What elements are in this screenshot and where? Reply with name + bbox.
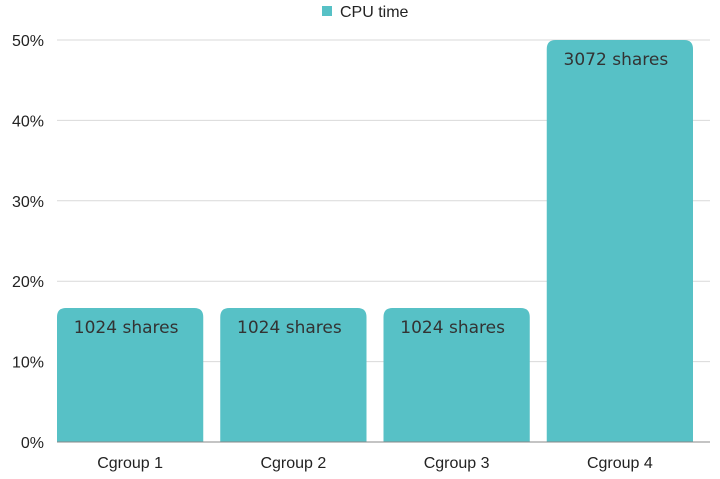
x-tick-label: Cgroup 4 xyxy=(587,455,653,472)
y-tick-label: 50% xyxy=(12,33,44,50)
x-tick-label: Cgroup 3 xyxy=(424,455,490,472)
bar xyxy=(546,40,693,442)
y-tick-label: 40% xyxy=(12,113,44,130)
y-tick-label: 10% xyxy=(12,355,44,372)
legend: CPU time xyxy=(322,4,409,21)
bar xyxy=(220,307,367,442)
y-tick-label: 30% xyxy=(12,194,44,211)
bar xyxy=(383,307,530,442)
bar xyxy=(57,307,204,442)
y-tick-label: 20% xyxy=(12,274,44,291)
x-tick-label: Cgroup 2 xyxy=(260,455,326,472)
bar-data-label: 3072 shares xyxy=(564,50,669,70)
bar-data-label: 1024 shares xyxy=(74,318,179,338)
legend-label: CPU time xyxy=(340,4,409,21)
y-axis-ticks: 0% 10% 20% 30% 40% 50% xyxy=(12,33,44,452)
x-tick-label: Cgroup 1 xyxy=(97,455,163,472)
bar-data-label: 1024 shares xyxy=(400,318,505,338)
y-tick-label: 0% xyxy=(21,435,44,452)
x-axis-ticks: Cgroup 1 Cgroup 2 Cgroup 3 Cgroup 4 xyxy=(97,455,653,472)
bar-data-label: 1024 shares xyxy=(237,318,342,338)
bars: 1024 shares 1024 shares 1024 shares 3072 sh… xyxy=(57,40,693,442)
legend-swatch xyxy=(322,6,332,16)
